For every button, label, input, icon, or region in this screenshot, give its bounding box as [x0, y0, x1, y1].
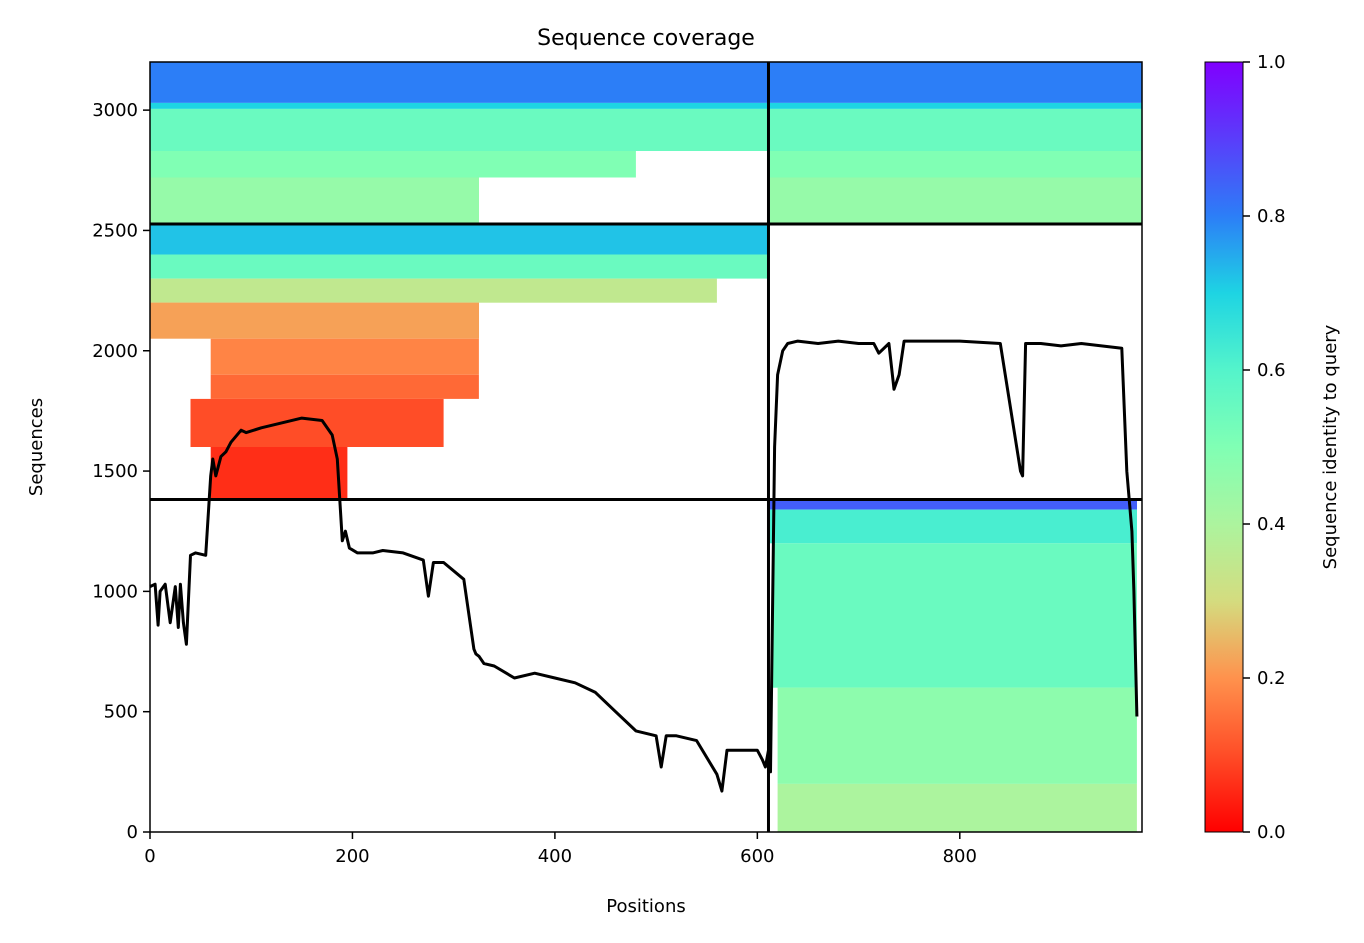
coverage-line — [149, 339, 1139, 793]
colorbar-tick-label: 0.0 — [1257, 822, 1286, 843]
x-tick-label: 400 — [538, 846, 572, 867]
chart-title: Sequence coverage — [537, 26, 755, 51]
x-tick-label: 600 — [740, 846, 774, 867]
colorbar — [1204, 61, 1244, 833]
x-tick-label: 200 — [335, 846, 369, 867]
y-axis-ticks: 0 500 1000 1500 2000 2500 3000 — [92, 100, 150, 843]
y-axis-label: Sequences — [26, 398, 47, 496]
msa-band-paired-4 — [768, 177, 1142, 224]
y-tick-label: 2000 — [92, 341, 138, 362]
msa-band-paired-4 — [150, 177, 479, 224]
colorbar-tick-label: 0.8 — [1257, 206, 1286, 227]
plot-frame — [149, 61, 1143, 833]
colorbar-label: Sequence identity to query — [1320, 324, 1341, 569]
msa-band-chain-B-4 — [777, 783, 1137, 832]
x-axis-label: Positions — [606, 896, 685, 917]
msa-band-chain-A-2 — [150, 278, 717, 303]
y-tick-label: 1500 — [92, 461, 138, 482]
msa-band-paired-0 — [150, 62, 1142, 103]
msa-band-chain-A-0 — [150, 223, 769, 255]
msa-band-chain-B-3 — [777, 687, 1137, 784]
y-tick-label: 2500 — [92, 220, 138, 241]
msa-band-chain-A-5 — [210, 374, 479, 399]
msa-band-chain-A-6 — [190, 398, 444, 447]
colorbar-tick-label: 0.2 — [1257, 668, 1286, 689]
msa-band-paired-2 — [150, 108, 769, 151]
msa-band-chain-A-1 — [150, 254, 769, 279]
msa-band-chain-A-4 — [210, 338, 479, 375]
colorbar-ticks: 0.0 0.2 0.4 0.6 0.8 1.0 — [1243, 52, 1286, 843]
msa-heatmap — [150, 62, 1142, 832]
x-tick-label: 800 — [943, 846, 977, 867]
msa-band-chain-B-2 — [772, 543, 1137, 688]
msa-band-paired-1 — [150, 102, 1142, 109]
x-tick-label: 0 — [144, 846, 155, 867]
msa-band-paired-2 — [768, 108, 1142, 151]
msa-band-paired-3 — [150, 151, 636, 178]
colorbar-tick-label: 1.0 — [1257, 52, 1286, 73]
msa-band-paired-3 — [768, 151, 1142, 178]
y-tick-label: 1000 — [92, 581, 138, 602]
x-axis-ticks: 0 200 400 600 800 — [144, 832, 977, 867]
msa-band-chain-B-0 — [768, 499, 1137, 510]
colorbar-tick-label: 0.6 — [1257, 360, 1286, 381]
msa-band-chain-B-1 — [768, 509, 1137, 544]
y-tick-label: 500 — [104, 702, 138, 723]
msa-band-chain-A-3 — [150, 302, 479, 339]
msa-band-chain-A-7 — [210, 447, 348, 500]
colorbar-tick-label: 0.4 — [1257, 514, 1286, 535]
y-tick-label: 3000 — [92, 100, 138, 121]
coverage-line-layer — [149, 339, 1139, 793]
y-tick-label: 0 — [127, 822, 138, 843]
msa-break-lines — [150, 62, 1142, 832]
